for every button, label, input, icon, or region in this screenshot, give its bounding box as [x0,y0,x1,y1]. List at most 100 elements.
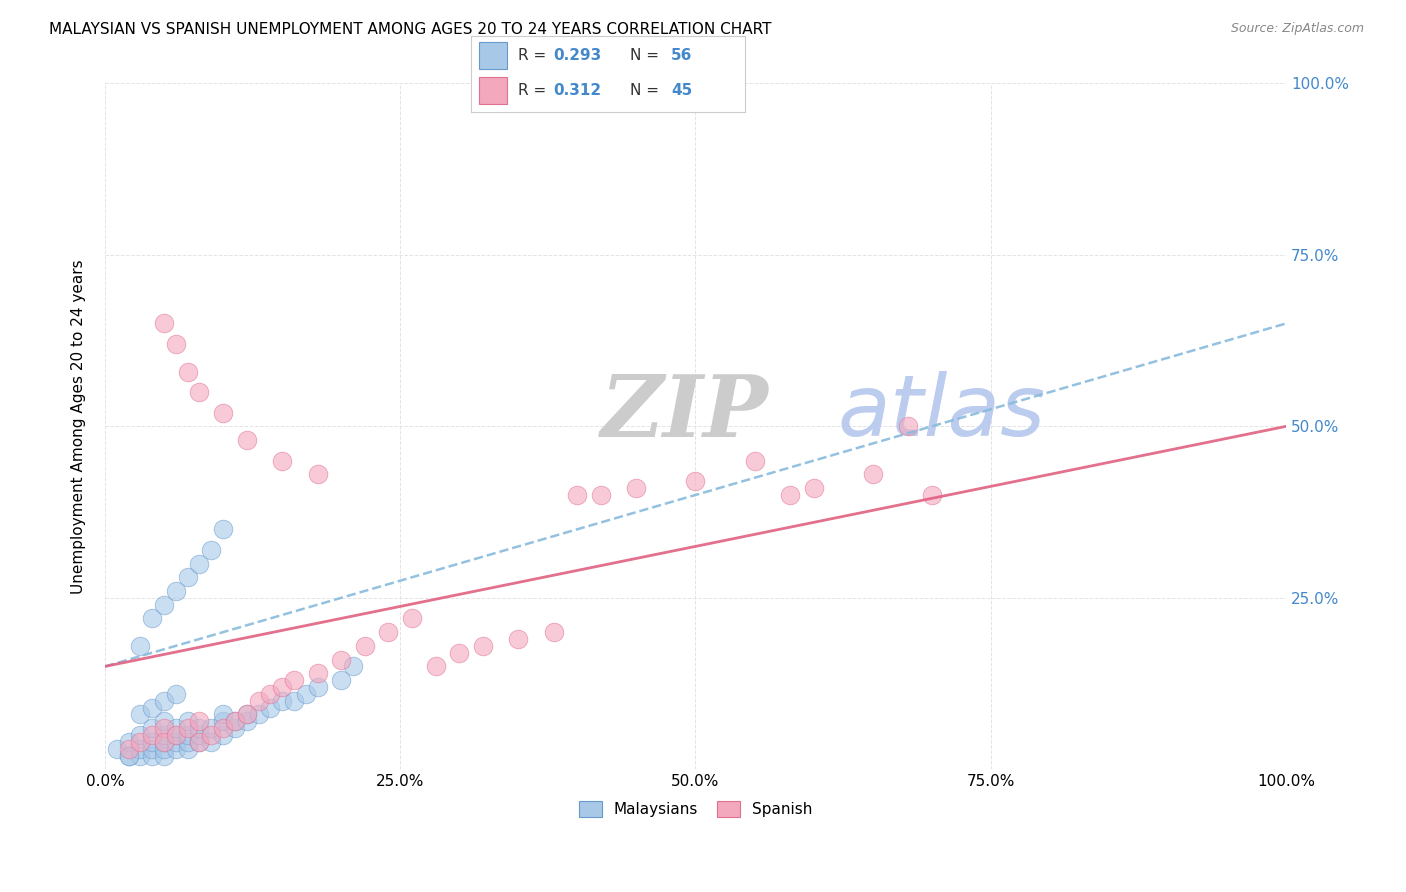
Text: atlas: atlas [837,371,1045,454]
Point [165,728,187,742]
Point [307,666,329,681]
Point [401,611,423,625]
Point [165,337,187,351]
Point [188,735,211,749]
Point [425,659,447,673]
Legend: Malaysians, Spanish: Malaysians, Spanish [572,795,818,823]
Point [212,406,235,420]
Point [165,735,187,749]
Point [129,728,152,742]
FancyBboxPatch shape [479,77,506,104]
Point [176,728,198,742]
Point [188,728,211,742]
Point [129,639,152,653]
Point [188,714,211,729]
Point [259,700,281,714]
Point [543,625,565,640]
Point [200,542,222,557]
Text: 0.312: 0.312 [554,83,602,98]
Point [685,475,707,489]
Point [626,481,648,495]
Point [283,673,305,687]
Point [153,721,176,735]
Point [141,700,163,714]
Point [897,419,920,434]
Point [212,522,235,536]
Point [117,748,139,763]
Point [105,741,128,756]
Point [283,694,305,708]
Point [235,707,257,722]
Text: N =: N = [630,83,664,98]
Point [271,680,294,694]
Point [330,673,353,687]
Point [153,694,176,708]
Point [803,481,825,495]
Point [141,611,163,625]
Point [508,632,530,646]
Point [117,741,139,756]
Point [224,714,246,729]
Point [141,741,163,756]
Text: R =: R = [517,83,551,98]
Text: R =: R = [517,48,551,63]
Text: 0.293: 0.293 [554,48,602,63]
Point [129,735,152,749]
Point [153,317,176,331]
Point [117,735,139,749]
Point [153,735,176,749]
Point [129,741,152,756]
Point [235,433,257,447]
Point [153,748,176,763]
Text: N =: N = [630,48,664,63]
Point [200,728,222,742]
Point [224,714,246,729]
Point [188,721,211,735]
Point [330,652,353,666]
Point [165,728,187,742]
FancyBboxPatch shape [479,42,506,69]
Point [471,639,494,653]
Point [153,598,176,612]
Text: MALAYSIAN VS SPANISH UNEMPLOYMENT AMONG AGES 20 TO 24 YEARS CORRELATION CHART: MALAYSIAN VS SPANISH UNEMPLOYMENT AMONG … [49,22,772,37]
Point [129,748,152,763]
Text: ZIP: ZIP [600,371,769,454]
Point [353,639,375,653]
Point [176,741,198,756]
Point [212,728,235,742]
Point [212,707,235,722]
Point [247,707,270,722]
Point [307,467,329,482]
Point [153,741,176,756]
Point [589,488,612,502]
Point [744,453,766,467]
Point [779,488,801,502]
Point [247,694,270,708]
Point [129,707,152,722]
Point [188,735,211,749]
Point [141,721,163,735]
Point [342,659,364,673]
Point [200,721,222,735]
Point [377,625,399,640]
Point [176,735,198,749]
Y-axis label: Unemployment Among Ages 20 to 24 years: Unemployment Among Ages 20 to 24 years [72,259,86,594]
Point [153,735,176,749]
Point [567,488,589,502]
Point [153,728,176,742]
Text: 56: 56 [671,48,693,63]
Point [117,748,139,763]
Point [153,714,176,729]
Point [921,488,943,502]
Point [165,687,187,701]
Point [271,694,294,708]
Point [141,735,163,749]
Point [224,721,246,735]
Point [176,570,198,584]
Point [259,687,281,701]
Point [449,646,471,660]
Point [141,748,163,763]
Point [235,707,257,722]
Point [862,467,884,482]
Point [176,364,198,378]
